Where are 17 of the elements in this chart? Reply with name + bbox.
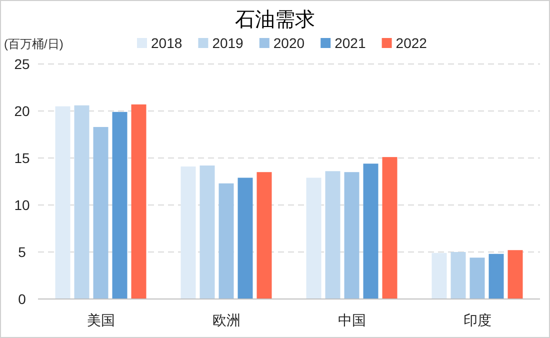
y-tick-label: 15	[14, 150, 30, 166]
x-tick-label: 美国	[86, 312, 115, 328]
legend-label: 2020	[273, 35, 305, 51]
legend-label: 2021	[334, 35, 366, 51]
y-tick-label: 20	[14, 103, 30, 119]
legend-label: 2022	[396, 35, 428, 51]
y-tick-label: 0	[18, 291, 26, 307]
x-tick-label: 印度	[463, 312, 492, 328]
chart-title: 石油需求	[235, 9, 315, 31]
x-tick-label: 欧洲	[212, 312, 240, 328]
x-tick-label: 中国	[338, 312, 366, 328]
y-tick-label: 10	[14, 197, 30, 213]
y-tick-label: 25	[14, 56, 30, 72]
y-axis-title: (百万桶/日)	[4, 37, 64, 51]
legend-label: 2018	[151, 35, 182, 51]
legend-label: 2019	[212, 35, 244, 51]
y-tick-label: 5	[18, 244, 26, 260]
